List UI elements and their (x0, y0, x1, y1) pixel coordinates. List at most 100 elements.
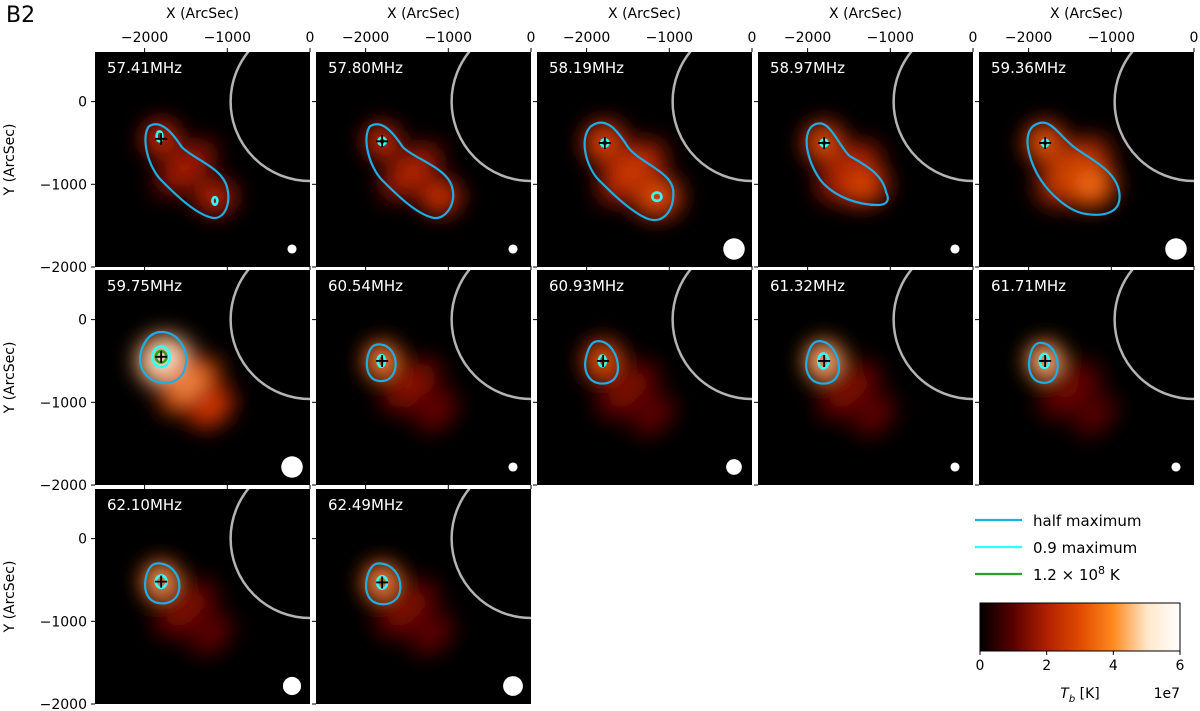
frequency-label: 59.36MHz (991, 59, 1066, 77)
solar-limb (450, 270, 531, 401)
beam-marker (282, 676, 302, 696)
emission-blob (1063, 385, 1127, 445)
panel-60.54MHz: 60.54MHz (312, 266, 532, 486)
solar-limb (229, 52, 310, 183)
panel-58.97MHz: 58.97MHz −2000 −1000 0 X (ArcSec) (754, 6, 978, 268)
emission-blob (404, 380, 468, 441)
panel-57.41MHz: 57.41MHz −2000 −1000 0 0 −1000 −2000 X (ArcSec)… (2, 6, 314, 276)
x-tick-label: −1000 (646, 30, 693, 46)
y-tick-label: −2000 (40, 478, 87, 494)
beam-marker (508, 462, 518, 472)
beam-marker (950, 462, 960, 472)
frequency-label: 62.49MHz (328, 496, 403, 514)
panel-60.93MHz: 60.93MHz (533, 266, 753, 486)
tenth-max-contour (155, 130, 164, 143)
y-axis-label: Y (ArcSec) (2, 561, 18, 634)
solar-limb (892, 270, 973, 401)
peak-marker (818, 136, 831, 149)
y-tick-label: −2000 (40, 260, 87, 276)
peak-marker (818, 354, 831, 367)
x-axis-label: X (ArcSec) (387, 6, 460, 22)
frequency-label: 61.71MHz (991, 277, 1066, 295)
solar-limb (671, 270, 752, 401)
beam-marker (726, 459, 742, 475)
legend: half maximum 0.9 maximum 1.2 × 108 K (975, 512, 1142, 584)
colorbar-label: Tb [K] (1060, 686, 1099, 705)
x-tick-label: −2000 (784, 30, 831, 46)
peak-marker (376, 576, 389, 589)
beam-marker (950, 244, 960, 254)
half-max-contour (583, 121, 675, 222)
x-tick-label: 0 (748, 30, 757, 46)
frequency-label: 59.75MHz (107, 277, 182, 295)
y-axis-label: Y (ArcSec) (2, 342, 18, 415)
frequency-label: 61.32MHz (770, 277, 845, 295)
panel-image (127, 270, 310, 478)
panel-image (574, 52, 752, 260)
emission-blob (1055, 151, 1126, 217)
half-max-contour (365, 343, 397, 383)
panel-59.36MHz: 59.36MHz −2000 −1000 0 X (ArcSec) (975, 6, 1199, 268)
peak-marker (598, 136, 611, 149)
x-tick-label: −1000 (425, 30, 472, 46)
half-max-contour (144, 123, 230, 220)
half-max-contour (138, 330, 188, 384)
panel-image (355, 489, 531, 696)
x-axis-label: X (ArcSec) (829, 6, 902, 22)
panel-62.10MHz: 62.10MHz 0 −1000 −2000 Y (ArcSec) (2, 485, 311, 711)
panel-image (795, 52, 973, 254)
y-tick-label: 0 (78, 95, 87, 111)
frequency-label: 57.80MHz (328, 59, 403, 77)
panel-image (1019, 270, 1194, 472)
colorbar-tick-label: 4 (1109, 658, 1118, 674)
colorbar-bar (979, 602, 1181, 652)
beam-marker (723, 238, 745, 260)
emission-blob (179, 604, 243, 664)
half-max-contour (365, 123, 455, 220)
emission-blob (842, 385, 906, 445)
x-tick-label: −1000 (1088, 30, 1135, 46)
x-tick-label: −1000 (204, 30, 251, 46)
half-max-contour (143, 562, 181, 605)
panel-image (134, 489, 310, 696)
half-max-contour (805, 122, 889, 207)
emission-blob (144, 130, 227, 206)
x-tick-label: −1000 (867, 30, 914, 46)
colorbar-multiplier: 1e7 (1154, 686, 1180, 702)
half-max-contour (364, 562, 402, 606)
frequency-label: 60.93MHz (549, 277, 624, 295)
panel-image (797, 270, 973, 472)
legend-label: half maximum (1033, 512, 1142, 530)
y-tick-label: 0 (78, 313, 87, 329)
tenth-max-contour (151, 345, 172, 369)
panel-62.49MHz: 62.49MHz (312, 485, 532, 705)
x-tick-label: −2000 (121, 30, 168, 46)
half-max-contour (805, 339, 841, 385)
solar-limb (229, 489, 310, 620)
y-tick-label: −2000 (40, 697, 87, 711)
x-tick-label: −2000 (1005, 30, 1052, 46)
y-tick-label: −1000 (40, 177, 87, 193)
emission-blob (824, 154, 899, 215)
solar-limb (450, 489, 531, 620)
solar-limb (229, 270, 310, 401)
emission-blob (400, 604, 464, 664)
y-tick-label: 0 (78, 532, 87, 548)
colorbar: 0 2 4 6 Tb [K] 1e7 (976, 602, 1185, 705)
solar-limb (671, 52, 752, 183)
emission-blob (369, 134, 453, 210)
half-max-contour (1026, 121, 1121, 216)
emission-blob (621, 385, 685, 445)
panel-image (575, 270, 752, 475)
x-tick-label: 0 (1190, 30, 1199, 46)
x-axis-label: X (ArcSec) (166, 6, 239, 22)
y-axis-label: Y (ArcSec) (2, 124, 18, 197)
emission-blob (179, 376, 243, 437)
frequency-label: 62.10MHz (107, 496, 182, 514)
solar-limb (450, 52, 531, 183)
colorbar-tick-label: 2 (1042, 658, 1051, 674)
solar-limb (892, 52, 973, 183)
x-tick-label: 0 (969, 30, 978, 46)
beam-marker (287, 244, 297, 254)
